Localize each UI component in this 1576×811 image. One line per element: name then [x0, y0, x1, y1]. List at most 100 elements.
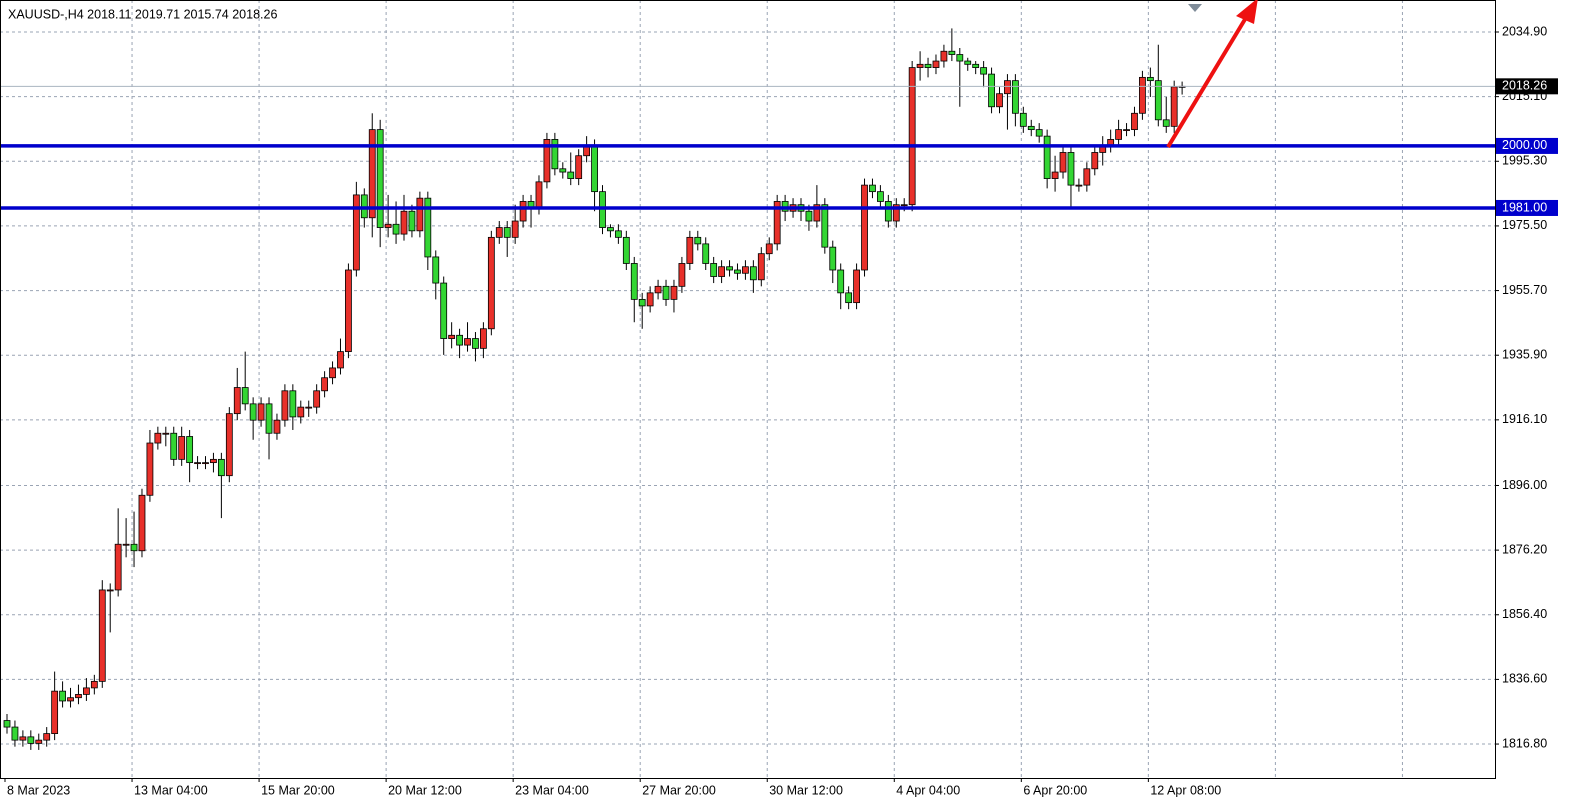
candle-body	[940, 50, 948, 62]
x-tick-label: 8 Mar 2023	[7, 783, 70, 797]
candle-body	[416, 197, 424, 232]
candle-body	[877, 191, 884, 202]
candle-body	[1162, 119, 1170, 127]
candle-body	[734, 269, 741, 274]
candle-body	[996, 93, 1003, 108]
candle-body	[257, 403, 265, 421]
y-tick-label: 1916.10	[1502, 412, 1547, 426]
candle-body	[456, 334, 463, 346]
y-tick-label: 1836.60	[1502, 672, 1547, 686]
candle-body	[964, 60, 972, 65]
candle-body	[408, 210, 416, 232]
candle-body	[464, 338, 471, 346]
y-tick-label: 1975.50	[1502, 218, 1547, 232]
grid	[0, 0, 1495, 778]
candle-body	[90, 680, 98, 689]
candle-body	[1035, 129, 1043, 137]
candle-body	[1139, 76, 1146, 114]
overlays	[0, 85, 1495, 210]
candle-body	[519, 201, 527, 222]
chart-title: XAUUSD-,H4 2018.11 2019.71 2015.74 2018.…	[8, 7, 277, 21]
candle-body	[43, 733, 51, 741]
candle-body	[122, 543, 130, 546]
candle-body	[376, 129, 384, 228]
candle-body	[384, 223, 392, 228]
candle-body	[805, 210, 813, 222]
candle-body	[265, 403, 273, 434]
candle-body	[567, 171, 575, 179]
candle-body	[83, 687, 90, 695]
candle-body	[130, 543, 138, 552]
candle-body	[194, 462, 201, 465]
candle-body	[861, 184, 868, 271]
candle-body	[1091, 152, 1099, 170]
candle-body	[178, 436, 186, 460]
candle-body	[535, 181, 543, 209]
candle-body	[146, 442, 154, 496]
candle-body	[670, 285, 678, 300]
candle-body	[869, 184, 876, 193]
y-tick-label: 1995.30	[1502, 154, 1547, 168]
candle-body	[654, 285, 662, 294]
candle-body	[1051, 171, 1059, 179]
candle-body	[1004, 80, 1011, 95]
candle-body	[1027, 125, 1035, 131]
candle-body	[162, 432, 170, 435]
candle-body	[67, 697, 74, 702]
candle-body	[3, 720, 11, 728]
y-tick-label: 1816.80	[1502, 736, 1547, 750]
x-tick-label: 27 Mar 20:00	[642, 783, 716, 797]
candle-body	[757, 253, 765, 281]
candle-body	[321, 377, 329, 392]
y-tick-label: 1876.20	[1502, 542, 1547, 556]
candle-body	[186, 436, 194, 464]
candle-body	[138, 494, 146, 552]
candle-body	[59, 690, 66, 702]
candle-body	[575, 155, 583, 179]
candle-body	[19, 736, 27, 741]
candle-body	[551, 139, 559, 170]
candle-body	[607, 227, 614, 232]
level-box	[1496, 137, 1558, 154]
candle-body	[75, 694, 82, 699]
candle-body	[900, 204, 908, 207]
candle-body	[170, 432, 178, 460]
candle-body	[1146, 76, 1154, 82]
candle-body	[678, 263, 686, 287]
candle-body	[440, 282, 448, 339]
candle-body	[51, 690, 59, 734]
y-tick-label: 2034.90	[1502, 24, 1547, 38]
candle-body	[210, 458, 217, 464]
candle-body	[35, 739, 43, 744]
candle-body	[916, 63, 924, 68]
candle-body	[472, 338, 479, 349]
x-tick-label: 6 Apr 20:00	[1023, 783, 1087, 797]
candle-body	[241, 387, 249, 405]
candle-body	[106, 589, 114, 592]
candle-body	[884, 201, 892, 222]
x-tick-label: 13 Mar 04:00	[134, 783, 208, 797]
candle-body	[305, 406, 313, 409]
candle-body	[345, 269, 352, 353]
candle-body	[686, 236, 694, 264]
candle-body	[1067, 152, 1075, 186]
candle-body	[448, 334, 456, 339]
candle-body	[702, 243, 710, 264]
candle-body	[400, 210, 408, 235]
candle-body	[614, 230, 622, 238]
shift-marker	[1188, 4, 1202, 12]
candle-body	[114, 543, 122, 591]
candle-body	[432, 256, 440, 284]
candle-body	[924, 63, 932, 68]
y-tick-label: 1955.70	[1502, 283, 1547, 297]
candle-body	[773, 201, 781, 245]
candle-body	[1059, 152, 1067, 173]
candle-body	[559, 168, 567, 173]
x-tick-label: 12 Apr 08:00	[1150, 783, 1221, 797]
candle-body	[511, 220, 519, 238]
candle-body	[1043, 135, 1051, 179]
candles	[3, 28, 1186, 750]
candle-body	[821, 204, 829, 248]
candle-body	[932, 60, 940, 68]
